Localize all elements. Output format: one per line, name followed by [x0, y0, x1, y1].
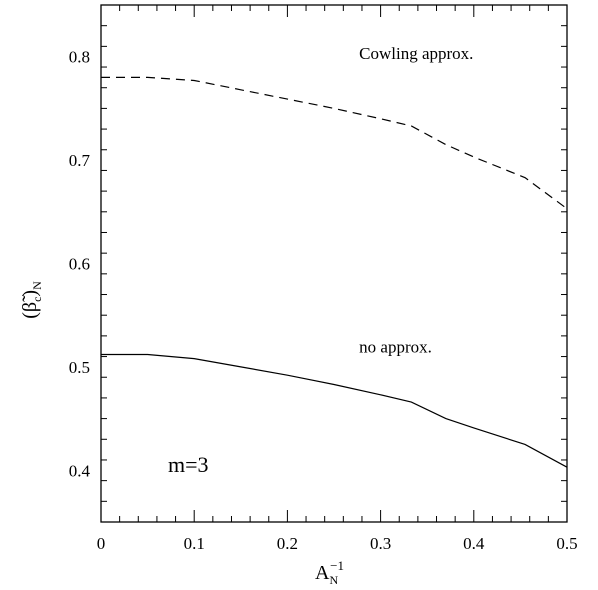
series-line-cowling: [101, 76, 568, 210]
ticks-layer: [100, 4, 568, 523]
series-line-no-approx: [101, 353, 568, 468]
x-tick-label: 0.1: [184, 534, 205, 553]
series-label-no-approx: no approx.: [359, 337, 432, 356]
svg-text:(β̃c)N: (β̃c)N: [19, 281, 44, 319]
x-tick-label: 0.2: [277, 534, 298, 553]
y-tick-label: 0.8: [69, 48, 90, 67]
panel-label: m=3: [168, 452, 209, 477]
series-labels-layer: Cowling approx. no approx.: [359, 44, 473, 357]
y-axis-label: (β̃c)N: [19, 281, 44, 319]
x-tick-label: 0.5: [556, 534, 577, 553]
series-layer: [101, 76, 568, 468]
series-label-cowling: Cowling approx.: [359, 44, 473, 63]
x-tick-label: 0: [97, 534, 106, 553]
plot-frame: [100, 4, 568, 523]
x-tick-label: 0.3: [370, 534, 391, 553]
x-tick-label: 0.4: [463, 534, 485, 553]
tick-labels-layer: 0 0.1 0.2 0.3 0.4 0.5 0.4 0.5 0.6 0.7 0.8: [69, 48, 578, 553]
x-axis-label: AN−1: [315, 558, 344, 585]
y-tick-label: 0.5: [69, 358, 90, 377]
y-tick-label: 0.6: [69, 255, 90, 274]
y-tick-label: 0.7: [69, 151, 91, 170]
y-tick-label: 0.4: [69, 461, 91, 480]
